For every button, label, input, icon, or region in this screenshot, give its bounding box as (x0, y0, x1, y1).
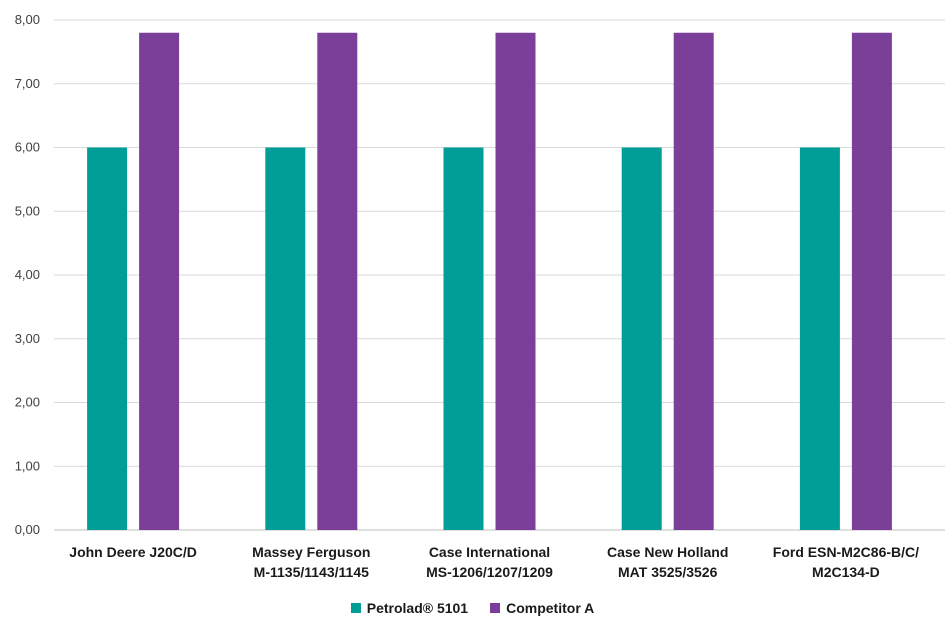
legend-label-series-0: Petrolad® 5101 (366, 600, 469, 616)
y-tick-label: 0,00 (15, 522, 40, 537)
y-tick-label: 3,00 (15, 331, 40, 346)
bar (139, 32, 180, 530)
x-tick-label-line: Massey Ferguson (252, 544, 370, 560)
legend-label-series-1: Competitor A (506, 600, 595, 616)
bar (851, 32, 892, 530)
legend-swatch-series-0 (350, 603, 361, 613)
legend-swatch-series-1 (490, 603, 501, 613)
x-tick-label-line: MS-1206/1207/1209 (426, 564, 553, 580)
bar (495, 32, 536, 530)
y-tick-label: 7,00 (15, 76, 40, 91)
x-tick-label: Massey Ferguson M-1135/1143/1145 (252, 544, 370, 580)
bar (265, 147, 306, 530)
y-tick-label: 8,00 (15, 12, 40, 27)
bar (621, 147, 662, 530)
x-tick-label: Case International MS-1206/1207/1209 (426, 544, 553, 580)
legend-item-series-0: Petrolad® 5101 (350, 600, 469, 616)
x-tick-label: Ford ESN-M2C86-B/C/M2C134-D (773, 544, 919, 580)
x-tick-label-line: Case International (429, 544, 550, 560)
bar (317, 32, 358, 530)
bar (673, 32, 714, 530)
legend-item-series-1: Competitor A (490, 600, 594, 616)
bar (443, 147, 484, 530)
x-tick-label-line: Ford ESN-M2C86-B/C/ (773, 544, 919, 560)
x-tick-label-line: Case New Holland (607, 544, 728, 560)
y-tick-label: 2,00 (15, 395, 40, 410)
x-tick-label-line: John Deere J20C/D (69, 544, 197, 560)
bar (87, 147, 128, 530)
legend: Petrolad® 5101 Competitor A (0, 600, 945, 616)
bar (799, 147, 840, 530)
y-tick-label: 1,00 (15, 458, 40, 473)
x-tick-label-line: MAT 3525/3526 (618, 564, 718, 580)
x-tick-label: John Deere J20C/D (69, 544, 197, 560)
y-tick-label: 6,00 (15, 140, 40, 155)
x-tick-label: Case New Holland MAT 3525/3526 (607, 544, 728, 580)
x-tick-label-line: M-1135/1143/1145 (254, 564, 369, 580)
y-tick-label: 5,00 (15, 203, 40, 218)
y-tick-label: 4,00 (15, 267, 40, 282)
x-tick-label-line: M2C134-D (812, 564, 880, 580)
